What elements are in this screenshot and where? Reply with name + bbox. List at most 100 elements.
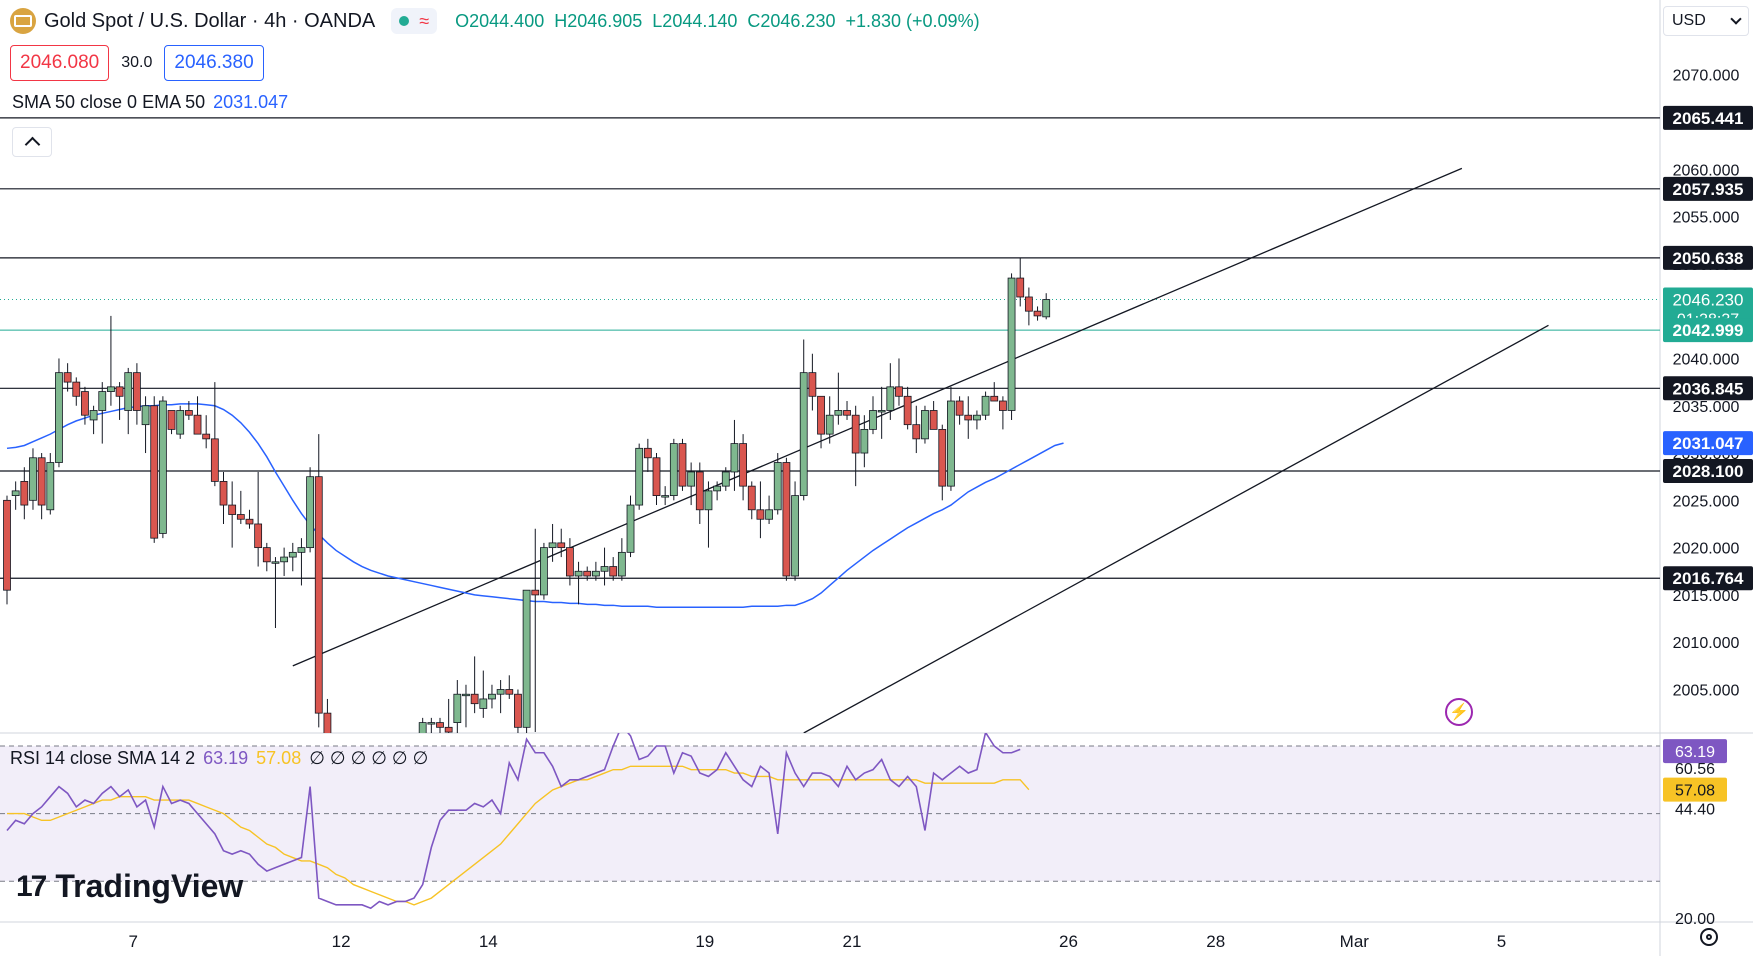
candle	[765, 495, 773, 524]
svg-text:2031.047: 2031.047	[1673, 434, 1744, 453]
svg-text:2016.764: 2016.764	[1673, 569, 1744, 588]
candle	[938, 424, 947, 501]
chevron-up-icon	[24, 136, 40, 153]
candle	[730, 419, 739, 491]
candle	[808, 353, 817, 411]
time-tick-label: 14	[479, 932, 498, 951]
price-tick-label: 2040.000	[1673, 351, 1740, 368]
indicator-value: 2031.047	[213, 92, 289, 112]
candle	[132, 363, 141, 425]
candle	[514, 689, 522, 733]
currency-select[interactable]: USD	[1663, 6, 1749, 36]
candle	[540, 542, 548, 600]
candle	[479, 670, 488, 718]
candle	[444, 698, 453, 733]
gold-logo-icon	[10, 8, 36, 34]
price-pane	[0, 117, 1660, 733]
price-tick-label: 2055.000	[1673, 210, 1740, 227]
svg-text:44.40: 44.40	[1675, 802, 1715, 819]
svg-text:2046.230: 2046.230	[1673, 291, 1744, 310]
candle	[427, 717, 436, 733]
candle	[98, 382, 107, 444]
sell-price-button[interactable]: 2046.080	[10, 45, 110, 81]
flash-icon[interactable]: ⚡	[1445, 698, 1473, 726]
candle	[462, 684, 470, 728]
trendline	[803, 324, 1549, 733]
rsi-axis-label: 60.56	[1675, 761, 1715, 778]
candle	[271, 557, 280, 629]
candle	[3, 495, 11, 605]
candle	[158, 396, 167, 539]
delayed-data-icon: ≈	[419, 10, 430, 31]
candle	[557, 528, 566, 558]
candle	[470, 656, 479, 714]
candle	[981, 391, 990, 420]
candle	[72, 377, 81, 406]
price-level-label: 2065.441	[1663, 105, 1753, 130]
time-tick-label: 28	[1206, 932, 1225, 951]
candle	[306, 467, 315, 553]
candle	[756, 481, 765, 539]
candle	[695, 462, 704, 524]
candle	[288, 542, 297, 572]
candle	[799, 339, 808, 501]
rsi-axis-label: 20.00	[1675, 911, 1715, 928]
candle	[37, 453, 46, 520]
candle	[773, 453, 782, 515]
price-level-label: 2050.638	[1663, 245, 1753, 270]
rsi-indicator-name: RSI 14 close SMA 14 2	[10, 748, 196, 768]
time-tick-label: 26	[1059, 932, 1078, 951]
candle	[843, 401, 851, 420]
time-tick-label: 7	[129, 932, 138, 951]
candle	[929, 401, 938, 430]
candle	[817, 395, 825, 449]
buy-price-button[interactable]: 2046.380	[164, 45, 264, 81]
symbol-title[interactable]: Gold Spot / U.S. Dollar · 4h · OANDA	[44, 9, 376, 32]
svg-text:57.08: 57.08	[1675, 783, 1715, 800]
candle	[115, 382, 124, 420]
candle	[600, 547, 609, 586]
svg-text:60.56: 60.56	[1675, 761, 1715, 778]
price-tick-label: 2005.000	[1673, 682, 1740, 699]
svg-text:2065.441: 2065.441	[1673, 109, 1744, 128]
candle	[11, 481, 20, 510]
indicator-legend[interactable]: SMA 50 close 0 EMA 50 2031.047	[12, 92, 288, 113]
candle	[999, 396, 1007, 430]
tradingview-logo[interactable]: 17 TradingView	[16, 868, 243, 905]
candle	[548, 523, 557, 562]
candle	[834, 372, 843, 425]
candle	[652, 453, 661, 506]
price-level-label: 2036.845	[1663, 376, 1753, 401]
chevron-down-icon	[1730, 13, 1742, 25]
candle	[124, 367, 133, 435]
price-level-label: 2016.764	[1663, 566, 1753, 591]
time-tick-label: 5	[1497, 932, 1506, 951]
open-value: O2044.400	[455, 10, 545, 31]
price-tick-label: 2020.000	[1673, 541, 1740, 558]
candle	[747, 481, 756, 520]
settings-gear-icon[interactable]	[1700, 928, 1718, 946]
candle	[167, 410, 176, 435]
candle	[609, 557, 618, 581]
price-level-label: 2057.935	[1663, 176, 1753, 201]
market-status-badge[interactable]: ≈	[391, 8, 438, 34]
candle	[219, 471, 228, 524]
rsi-axis-label: 63.19	[1663, 739, 1727, 764]
collapse-legend-button[interactable]	[12, 127, 52, 157]
rsi-sma-value: 57.08	[256, 748, 302, 768]
svg-text:20.00: 20.00	[1675, 911, 1715, 928]
candle	[505, 675, 514, 699]
svg-text:2050.638: 2050.638	[1673, 249, 1744, 268]
candle	[721, 467, 730, 491]
trendline	[292, 167, 1463, 667]
candle	[877, 386, 886, 439]
rsi-value: 63.19	[203, 748, 249, 768]
candle	[228, 481, 237, 548]
candle	[739, 434, 747, 501]
candle	[574, 561, 583, 605]
rsi-legend[interactable]: RSI 14 close SMA 14 2 63.19 57.08 ∅ ∅ ∅ …	[10, 748, 428, 769]
candle	[141, 396, 150, 454]
candle	[566, 538, 574, 586]
high-value: H2046.905	[554, 10, 643, 31]
